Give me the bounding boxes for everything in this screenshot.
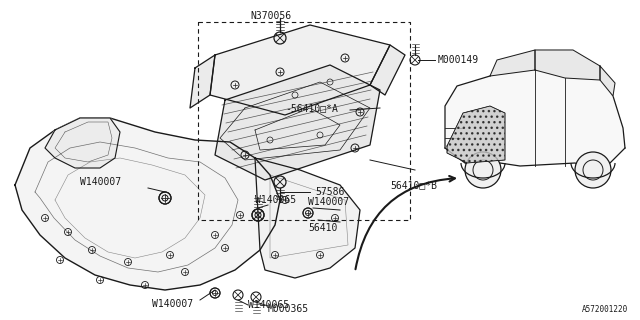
Polygon shape xyxy=(15,118,280,290)
Text: W140007: W140007 xyxy=(152,299,193,309)
Circle shape xyxy=(575,152,611,188)
Text: W140007: W140007 xyxy=(80,177,121,187)
Polygon shape xyxy=(370,45,405,95)
Text: A572001220: A572001220 xyxy=(582,305,628,314)
Polygon shape xyxy=(215,65,380,180)
Text: -56410□*A: -56410□*A xyxy=(285,103,338,113)
Text: W140065: W140065 xyxy=(255,195,296,205)
Polygon shape xyxy=(490,50,535,76)
Polygon shape xyxy=(255,158,360,278)
Circle shape xyxy=(465,152,501,188)
Polygon shape xyxy=(190,55,215,108)
Polygon shape xyxy=(210,25,390,115)
Polygon shape xyxy=(445,58,625,170)
Polygon shape xyxy=(45,118,120,168)
Polygon shape xyxy=(447,106,505,163)
Text: 56410: 56410 xyxy=(308,223,337,233)
Text: W140007: W140007 xyxy=(308,197,349,207)
Polygon shape xyxy=(600,66,615,96)
Text: M000149: M000149 xyxy=(438,55,479,65)
Text: M000365: M000365 xyxy=(268,304,309,314)
Text: W140065: W140065 xyxy=(248,300,289,310)
Text: 56410□*B: 56410□*B xyxy=(390,180,437,190)
Polygon shape xyxy=(535,50,600,80)
Text: 57586: 57586 xyxy=(315,187,344,197)
Text: N370056: N370056 xyxy=(250,11,291,21)
